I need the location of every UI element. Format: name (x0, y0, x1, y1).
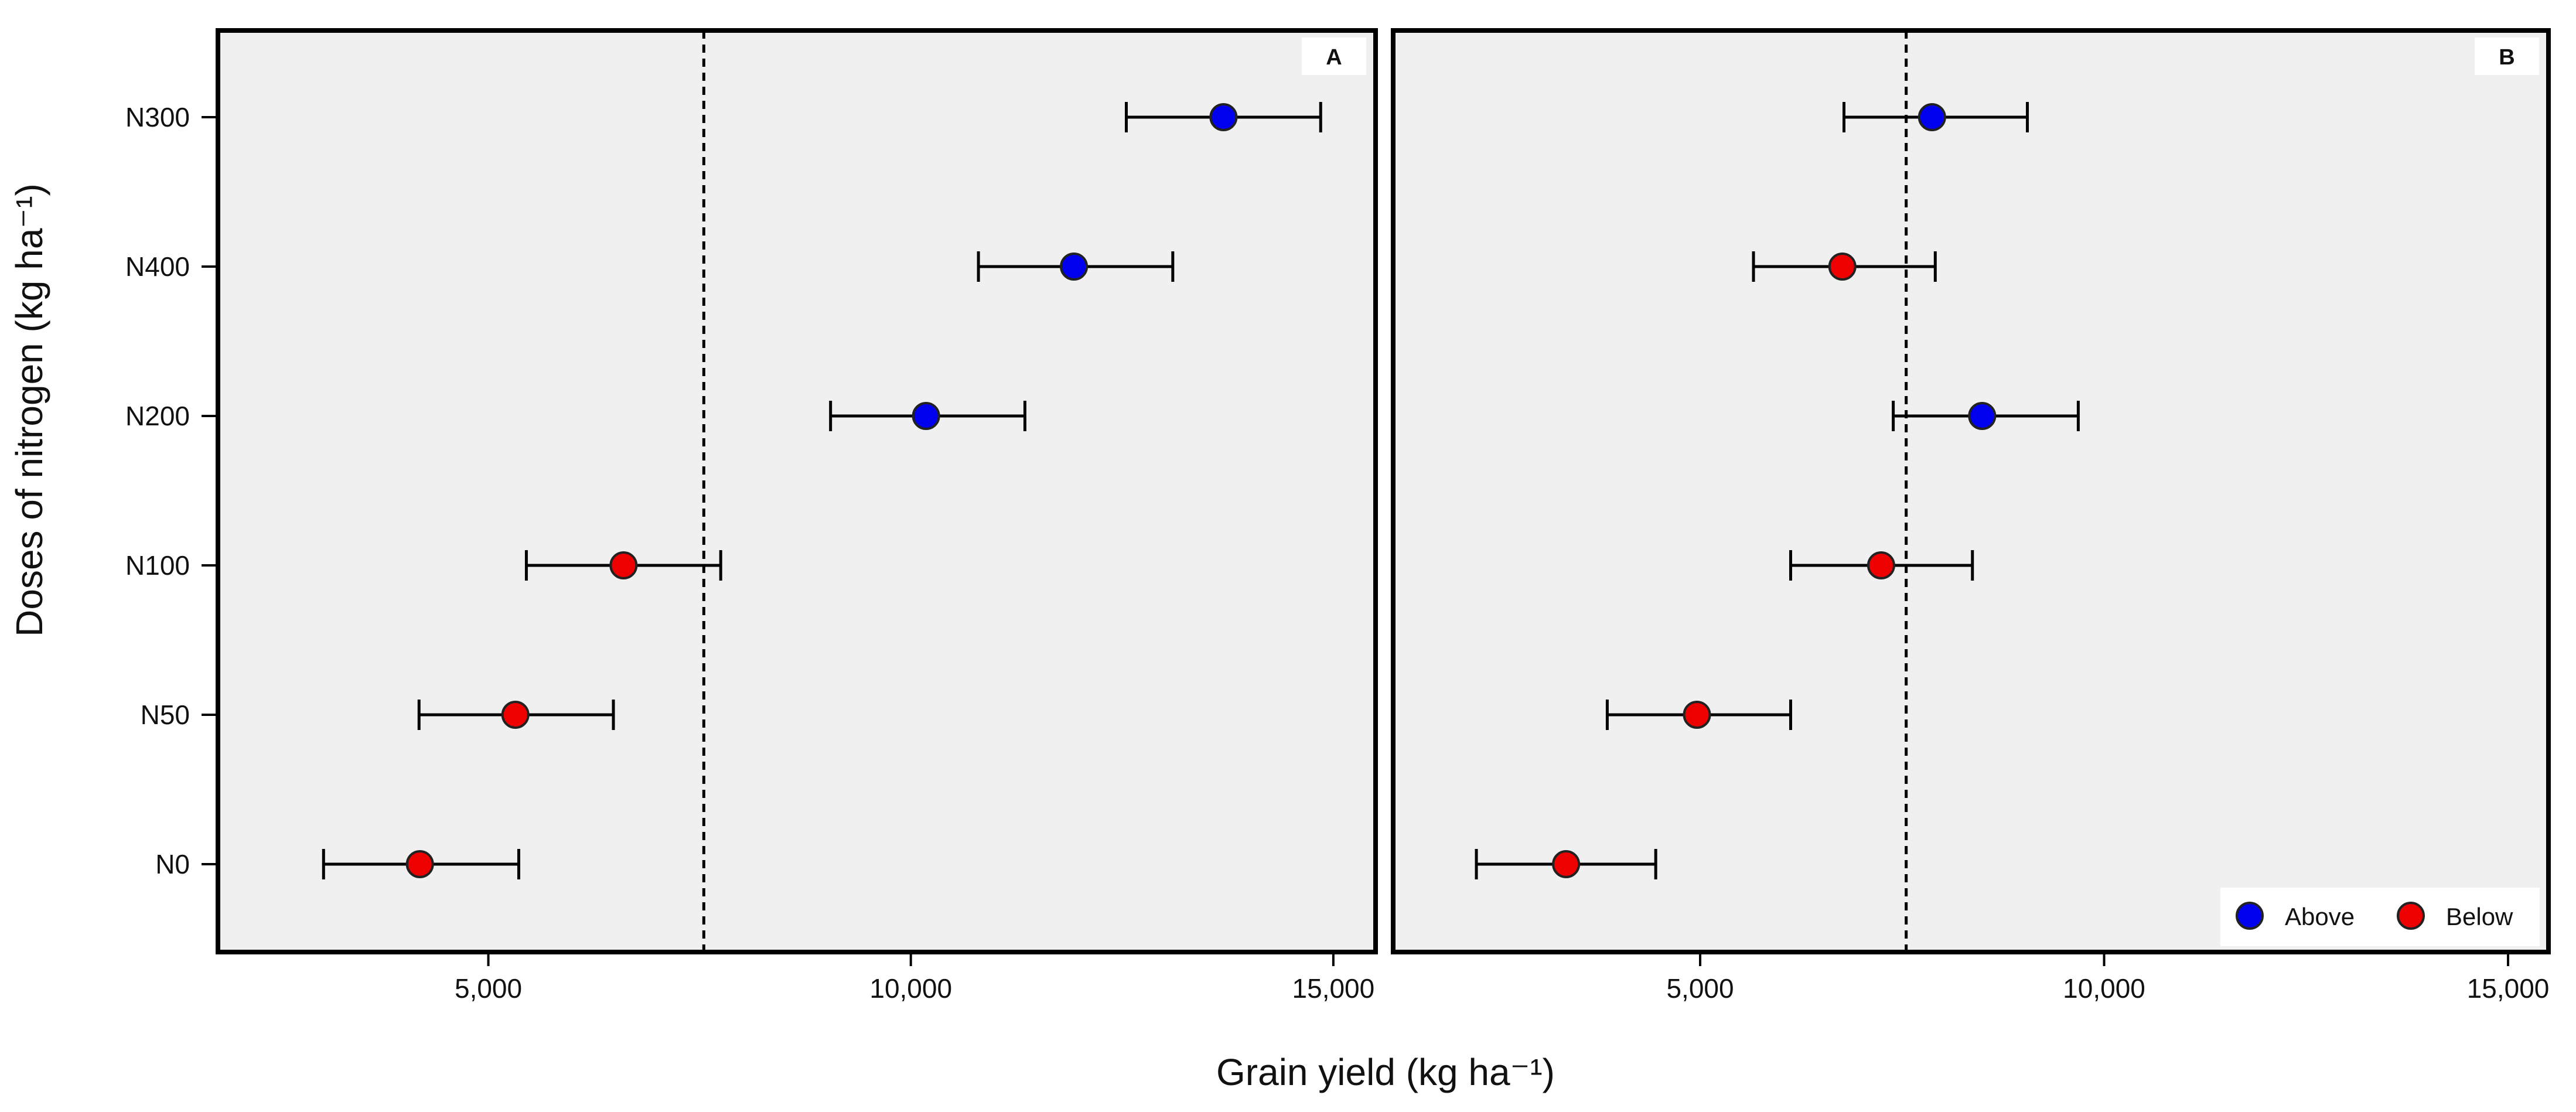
x-tick-label: 15,000 (1292, 973, 1375, 1004)
data-point (1683, 701, 1711, 729)
data-point (1867, 551, 1895, 579)
y-tick-label: N100 (125, 550, 190, 581)
data-point (1060, 253, 1089, 281)
data-point (609, 551, 638, 579)
panel-b: B 5,000 10,000 15,000 Above Below (1391, 28, 2551, 1004)
y-tick-label: N0 (155, 849, 190, 879)
y-axis-title: Doses of nitrogen (kg ha⁻¹) (8, 183, 50, 637)
data-point (1828, 253, 1857, 281)
x-tick-label: 10,000 (869, 973, 952, 1004)
y-tick-label: N200 (125, 401, 190, 431)
panel-frame (216, 28, 1378, 954)
x-tick-label: 15,000 (2467, 973, 2550, 1004)
data-point (501, 701, 530, 729)
data-point (1968, 402, 1997, 430)
x-tick-label: 10,000 (2063, 973, 2145, 1004)
y-tick-label: N300 (125, 102, 190, 132)
legend-box (2220, 888, 2540, 946)
y-tick-label: N50 (141, 700, 190, 730)
panel-tag-label: B (2499, 45, 2514, 70)
x-tick-label: 5,000 (1666, 973, 1734, 1004)
data-point (1552, 850, 1581, 878)
legend-label: Below (2446, 903, 2513, 930)
panel-tag-box (1302, 37, 1366, 75)
y-tick-label: N400 (125, 251, 190, 282)
legend-marker (2397, 902, 2425, 930)
panel-tag-box (2475, 37, 2539, 75)
legend-marker (2236, 902, 2264, 930)
data-point (1209, 103, 1238, 131)
legend-label: Above (2285, 903, 2355, 930)
data-point (405, 850, 434, 878)
panel-tag-label: A (1326, 45, 1342, 70)
x-tick-label: 5,000 (455, 973, 522, 1004)
data-point (912, 402, 940, 430)
data-point (1918, 103, 1946, 131)
panel-a: A N300 N400 N200 N100 N50 N0 5,000 10,000 15,000 (125, 28, 1378, 1004)
x-axis-title: Grain yield (kg ha⁻¹) (1216, 1051, 1555, 1093)
panel-frame (1391, 28, 2551, 954)
